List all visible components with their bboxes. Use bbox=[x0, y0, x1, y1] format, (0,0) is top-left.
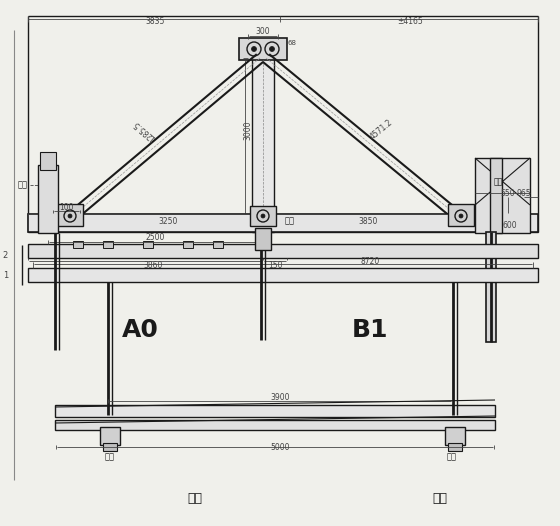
Bar bbox=[252, 56, 274, 232]
Bar bbox=[28, 268, 538, 282]
Bar bbox=[486, 232, 496, 342]
Text: 3860: 3860 bbox=[143, 260, 163, 269]
Circle shape bbox=[68, 214, 72, 218]
Bar bbox=[490, 158, 502, 233]
Text: 测点: 测点 bbox=[447, 452, 457, 461]
Bar bbox=[55, 420, 495, 430]
Text: 3250: 3250 bbox=[158, 217, 178, 226]
Text: 8720: 8720 bbox=[361, 258, 380, 267]
Text: 2500: 2500 bbox=[145, 234, 165, 242]
Bar bbox=[40, 152, 56, 170]
Bar bbox=[239, 38, 287, 60]
Text: 100: 100 bbox=[59, 203, 73, 211]
Bar bbox=[28, 244, 538, 258]
Text: ±4165: ±4165 bbox=[397, 17, 423, 26]
Text: 68: 68 bbox=[287, 40, 296, 46]
Text: 4571.2: 4571.2 bbox=[368, 118, 394, 142]
Text: A0: A0 bbox=[122, 318, 158, 342]
Text: 3850: 3850 bbox=[358, 217, 377, 226]
Text: B1: B1 bbox=[352, 318, 388, 342]
Bar bbox=[448, 443, 462, 451]
Bar bbox=[255, 228, 271, 250]
Bar bbox=[73, 241, 83, 248]
Bar bbox=[100, 427, 120, 445]
Bar bbox=[183, 241, 193, 248]
Circle shape bbox=[459, 214, 463, 218]
Text: 2: 2 bbox=[3, 250, 8, 259]
Text: 1: 1 bbox=[3, 270, 8, 279]
Bar bbox=[103, 241, 113, 248]
Bar bbox=[143, 241, 153, 248]
Text: 5000: 5000 bbox=[270, 442, 290, 451]
Text: 后端: 后端 bbox=[188, 491, 203, 504]
Circle shape bbox=[269, 46, 274, 52]
Bar bbox=[55, 405, 495, 417]
Bar bbox=[475, 158, 530, 233]
Text: 1285.5: 1285.5 bbox=[132, 118, 158, 142]
Text: 测点: 测点 bbox=[105, 452, 115, 461]
Text: 3000: 3000 bbox=[244, 120, 253, 140]
Text: 测点: 测点 bbox=[18, 180, 28, 189]
Text: 150: 150 bbox=[268, 260, 282, 269]
Text: 前端: 前端 bbox=[432, 491, 447, 504]
Text: 3900: 3900 bbox=[270, 392, 290, 401]
Bar bbox=[250, 206, 276, 226]
Circle shape bbox=[251, 46, 256, 52]
Bar bbox=[57, 204, 83, 226]
Bar bbox=[28, 214, 538, 232]
Bar bbox=[448, 204, 474, 226]
Text: 测点: 测点 bbox=[285, 217, 295, 226]
Text: 3835: 3835 bbox=[145, 17, 165, 26]
Bar bbox=[38, 165, 58, 233]
Text: 550: 550 bbox=[501, 188, 515, 197]
Bar bbox=[445, 427, 465, 445]
Text: 600: 600 bbox=[503, 220, 517, 229]
Bar bbox=[103, 443, 117, 451]
Circle shape bbox=[261, 214, 265, 218]
Text: 300: 300 bbox=[256, 26, 270, 35]
Text: 965: 965 bbox=[517, 188, 531, 197]
Text: 测点: 测点 bbox=[493, 177, 503, 187]
Bar bbox=[213, 241, 223, 248]
